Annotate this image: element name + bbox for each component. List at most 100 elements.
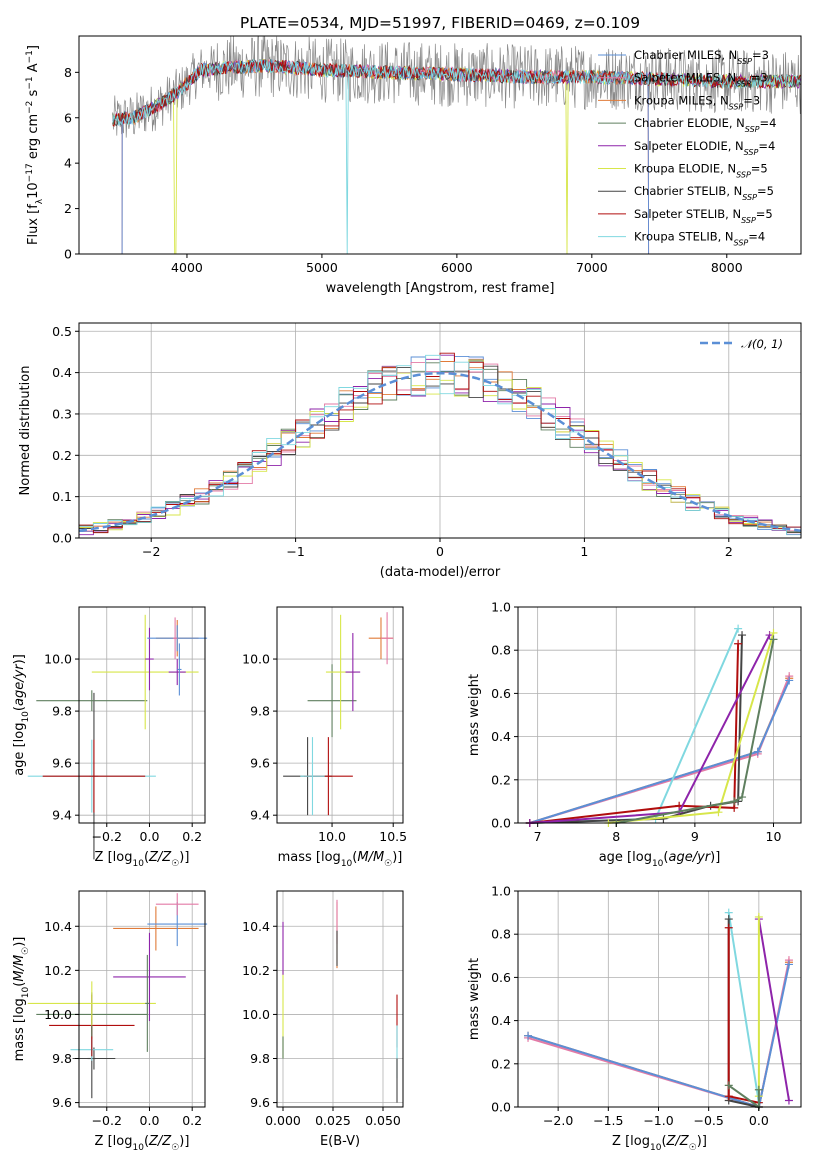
x-tick-label: −0.2 (92, 1113, 122, 1128)
x-tick-label: −1.5 (593, 1113, 623, 1128)
legend-text: =4 (758, 139, 775, 153)
x-tick-label: 2 (725, 544, 733, 559)
weight-line-salpeter_miles (529, 675, 791, 824)
y-label-part: −2 (25, 101, 35, 114)
legend-label: Salpeter STELIB, NSSP=5 (634, 207, 773, 225)
x-label-part: )] (697, 1134, 707, 1149)
x-label-part: 10 (132, 859, 144, 869)
y-tick-label: 6 (64, 110, 72, 125)
y-axis-label: mass weight (467, 674, 482, 756)
y-tick-label: 9.8 (250, 704, 270, 719)
y-label-part: mass weight (467, 674, 482, 756)
weight-line-kroupa_elodie (608, 632, 775, 824)
x-tick-label: 9 (691, 829, 699, 844)
weight-marker (738, 793, 747, 802)
axes-frame (517, 890, 802, 1108)
legend-label: Chabrier ELODIE, NSSP=4 (634, 116, 776, 134)
legend-text: =5 (751, 162, 768, 176)
x-tick-label: 8 (612, 829, 620, 844)
x-label-part: 10 (652, 859, 664, 869)
x-label-part: )] (179, 1134, 189, 1149)
y-tick-label: 8 (64, 65, 72, 80)
legend-text: Chabrier MILES, N (634, 48, 737, 62)
y-label-part: A (26, 63, 41, 76)
y-label-part: λ (35, 198, 45, 204)
y-label-part: 10 (21, 986, 31, 998)
legend-text: =3 (752, 48, 769, 62)
mass_vs_ebv-frame: 0.000 0.025 0.050 9.6 9.8 10.0 10.2 10.4 (242, 890, 404, 1128)
residual-histograms (79, 352, 801, 537)
x-tick-label: −2.0 (543, 1113, 573, 1128)
weight-line-chabrier_elodie (616, 639, 775, 824)
spectrum-frame: 4000 5000 6000 7000 8000 0 2 4 6 8 (64, 35, 802, 275)
x-tick-label: 7000 (576, 260, 608, 275)
y-axis-label: mass [log10(M/M☉)] (12, 937, 31, 1062)
legend-sub: SSP (744, 147, 759, 156)
legend-sub: SSP (742, 193, 757, 202)
weight-marker (724, 923, 733, 932)
x-label-part: M/M (357, 850, 384, 865)
weight-marker (714, 808, 723, 817)
y-tick-label: 0.6 (491, 970, 511, 985)
x-label-part: ☉ (171, 859, 179, 869)
y-axis-label: Flux [fλ10−17 erg cm−2 s−1 A−1] (25, 45, 45, 245)
x-tick-label: −0.5 (693, 1113, 723, 1128)
weight-marker (730, 797, 739, 806)
y-tick-label: 10.2 (242, 963, 270, 978)
legend-text: =4 (748, 230, 765, 244)
x-label-part: ( (144, 1134, 149, 1149)
legend-text: =3 (751, 71, 768, 85)
weight-marker (753, 747, 762, 756)
y-axis-label: mass weight (467, 958, 482, 1040)
y-tick-label: 9.8 (52, 1051, 72, 1066)
y-label-part: ( (12, 982, 27, 987)
legend-text: =3 (743, 93, 760, 107)
x-label-part: ( (144, 850, 149, 865)
x-label-part: mass [log (278, 850, 341, 865)
age_vs_mass-axes (277, 607, 403, 823)
legend-label: Kroupa ELODIE, NSSP=5 (634, 162, 768, 180)
x-label-part: )] (710, 850, 720, 865)
legend-sub: SSP (736, 79, 751, 88)
x-axis-label: Z [log10(Z/Z☉)] (95, 850, 190, 869)
x-tick-label: −1.0 (643, 1113, 673, 1128)
legend-sub: SSP (741, 215, 756, 224)
x-tick-label: 4000 (171, 260, 203, 275)
weight-line-kroupa_stelib (529, 628, 740, 824)
weight_vs_age-lines (525, 624, 794, 827)
y-label-part: ☉ (21, 947, 31, 955)
legend-label: Chabrier STELIB, NSSP=5 (634, 184, 774, 202)
x-tick-label: 0.050 (365, 1113, 401, 1128)
age_vs_mass-errorbars (283, 612, 394, 816)
y-tick-label: 10.2 (44, 963, 72, 978)
legend-text: Kroupa ELODIE, N (634, 162, 736, 176)
y-tick-label: 0.2 (52, 448, 72, 463)
weight-line-kroupa_stelib (727, 912, 760, 1103)
model-spectrum-kroupa_stelib (112, 58, 801, 254)
x-label-part: 10 (341, 859, 353, 869)
weight-marker (784, 960, 793, 969)
y-label-part: age/yr (12, 663, 27, 706)
x-label-part: )] (179, 850, 189, 865)
weight-marker (769, 635, 778, 644)
y-label-part: )] (12, 654, 27, 664)
weight_vs_Z-frame: −2.0 −1.5 −1.0 −0.5 0.0 0.0 0.2 0.4 0.6 0.8 1.0 (491, 884, 802, 1128)
age_vs_Z-axes (79, 607, 205, 823)
y-tick-label: 0.1 (52, 489, 72, 504)
y-tick-label: 9.6 (52, 756, 72, 771)
legend-text: Salpeter STELIB, N (634, 207, 741, 221)
y-label-part: Flux [f (26, 204, 41, 245)
x-axis-label: age [log10(age/yr)] (599, 850, 721, 869)
legend-label: Kroupa MILES, NSSP=3 (634, 93, 760, 111)
y-label-part: mass [log (12, 998, 27, 1061)
y-label-part: ] (26, 45, 41, 50)
y-label-part: Normed distribution (18, 366, 33, 496)
y-tick-label: 0.4 (52, 365, 72, 380)
x-label-part: Z/Z (148, 1134, 172, 1149)
model-spectrum-salpeter_stelib (112, 59, 801, 127)
weight-marker (754, 912, 763, 921)
x-label-part: ( (663, 850, 668, 865)
y-tick-label: 0.0 (491, 1100, 511, 1115)
x-label-part: ☉ (689, 1143, 697, 1153)
